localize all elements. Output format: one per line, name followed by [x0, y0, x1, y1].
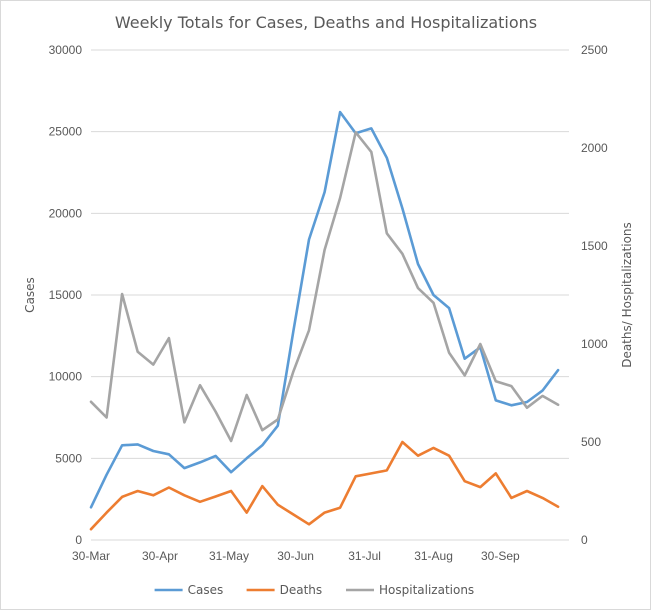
x-tick-label: 31-Jul — [348, 549, 381, 563]
right-axis-label: Deaths/ Hospitalizations — [620, 222, 634, 368]
legend-label-cases: Cases — [188, 583, 224, 597]
gridlines — [91, 49, 569, 541]
left-tick-label: 0 — [75, 533, 82, 547]
x-tick-label: 30-Mar — [72, 549, 110, 563]
x-tick-label: 31-Aug — [414, 549, 453, 563]
left-tick-label: 25000 — [49, 125, 83, 139]
legend: Cases Deaths Hospitalizations — [154, 583, 474, 597]
right-tick-label: 2000 — [581, 141, 608, 155]
left-tick-label: 10000 — [49, 370, 83, 384]
series-line-deaths — [89, 440, 560, 531]
x-axis-ticks: 30-Mar 30-Apr 31-May 30-Jun 31-Jul 31-Aug 30-S… — [72, 549, 520, 563]
left-tick-label: 15000 — [49, 288, 83, 302]
series-line-hospitalizations — [89, 131, 560, 443]
right-axis-ticks: 0 500 1000 1500 2000 2500 — [581, 43, 608, 547]
right-tick-label: 1000 — [581, 337, 608, 351]
x-tick-label: 30-Jun — [277, 549, 314, 563]
legend-label-deaths: Deaths — [280, 583, 323, 597]
x-tick-label: 30-Apr — [142, 549, 178, 563]
left-axis-ticks: 0 5000 10000 15000 20000 25000 30000 — [49, 43, 83, 547]
x-tick-label: 30-Sep — [481, 549, 520, 563]
chart-title: Weekly Totals for Cases, Deaths and Hosp… — [115, 13, 537, 32]
legend-label-hospitalizations: Hospitalizations — [379, 583, 474, 597]
series-line-cases — [89, 110, 560, 509]
right-tick-label: 0 — [581, 533, 588, 547]
left-axis-label: Cases — [23, 277, 37, 313]
right-tick-label: 500 — [581, 435, 601, 449]
series-lines — [89, 110, 560, 531]
x-tick-label: 31-May — [209, 549, 249, 563]
left-tick-label: 5000 — [55, 451, 82, 465]
right-tick-label: 1500 — [581, 239, 608, 253]
left-tick-label: 30000 — [49, 43, 83, 57]
left-tick-label: 20000 — [49, 206, 83, 220]
right-tick-label: 2500 — [581, 43, 608, 57]
